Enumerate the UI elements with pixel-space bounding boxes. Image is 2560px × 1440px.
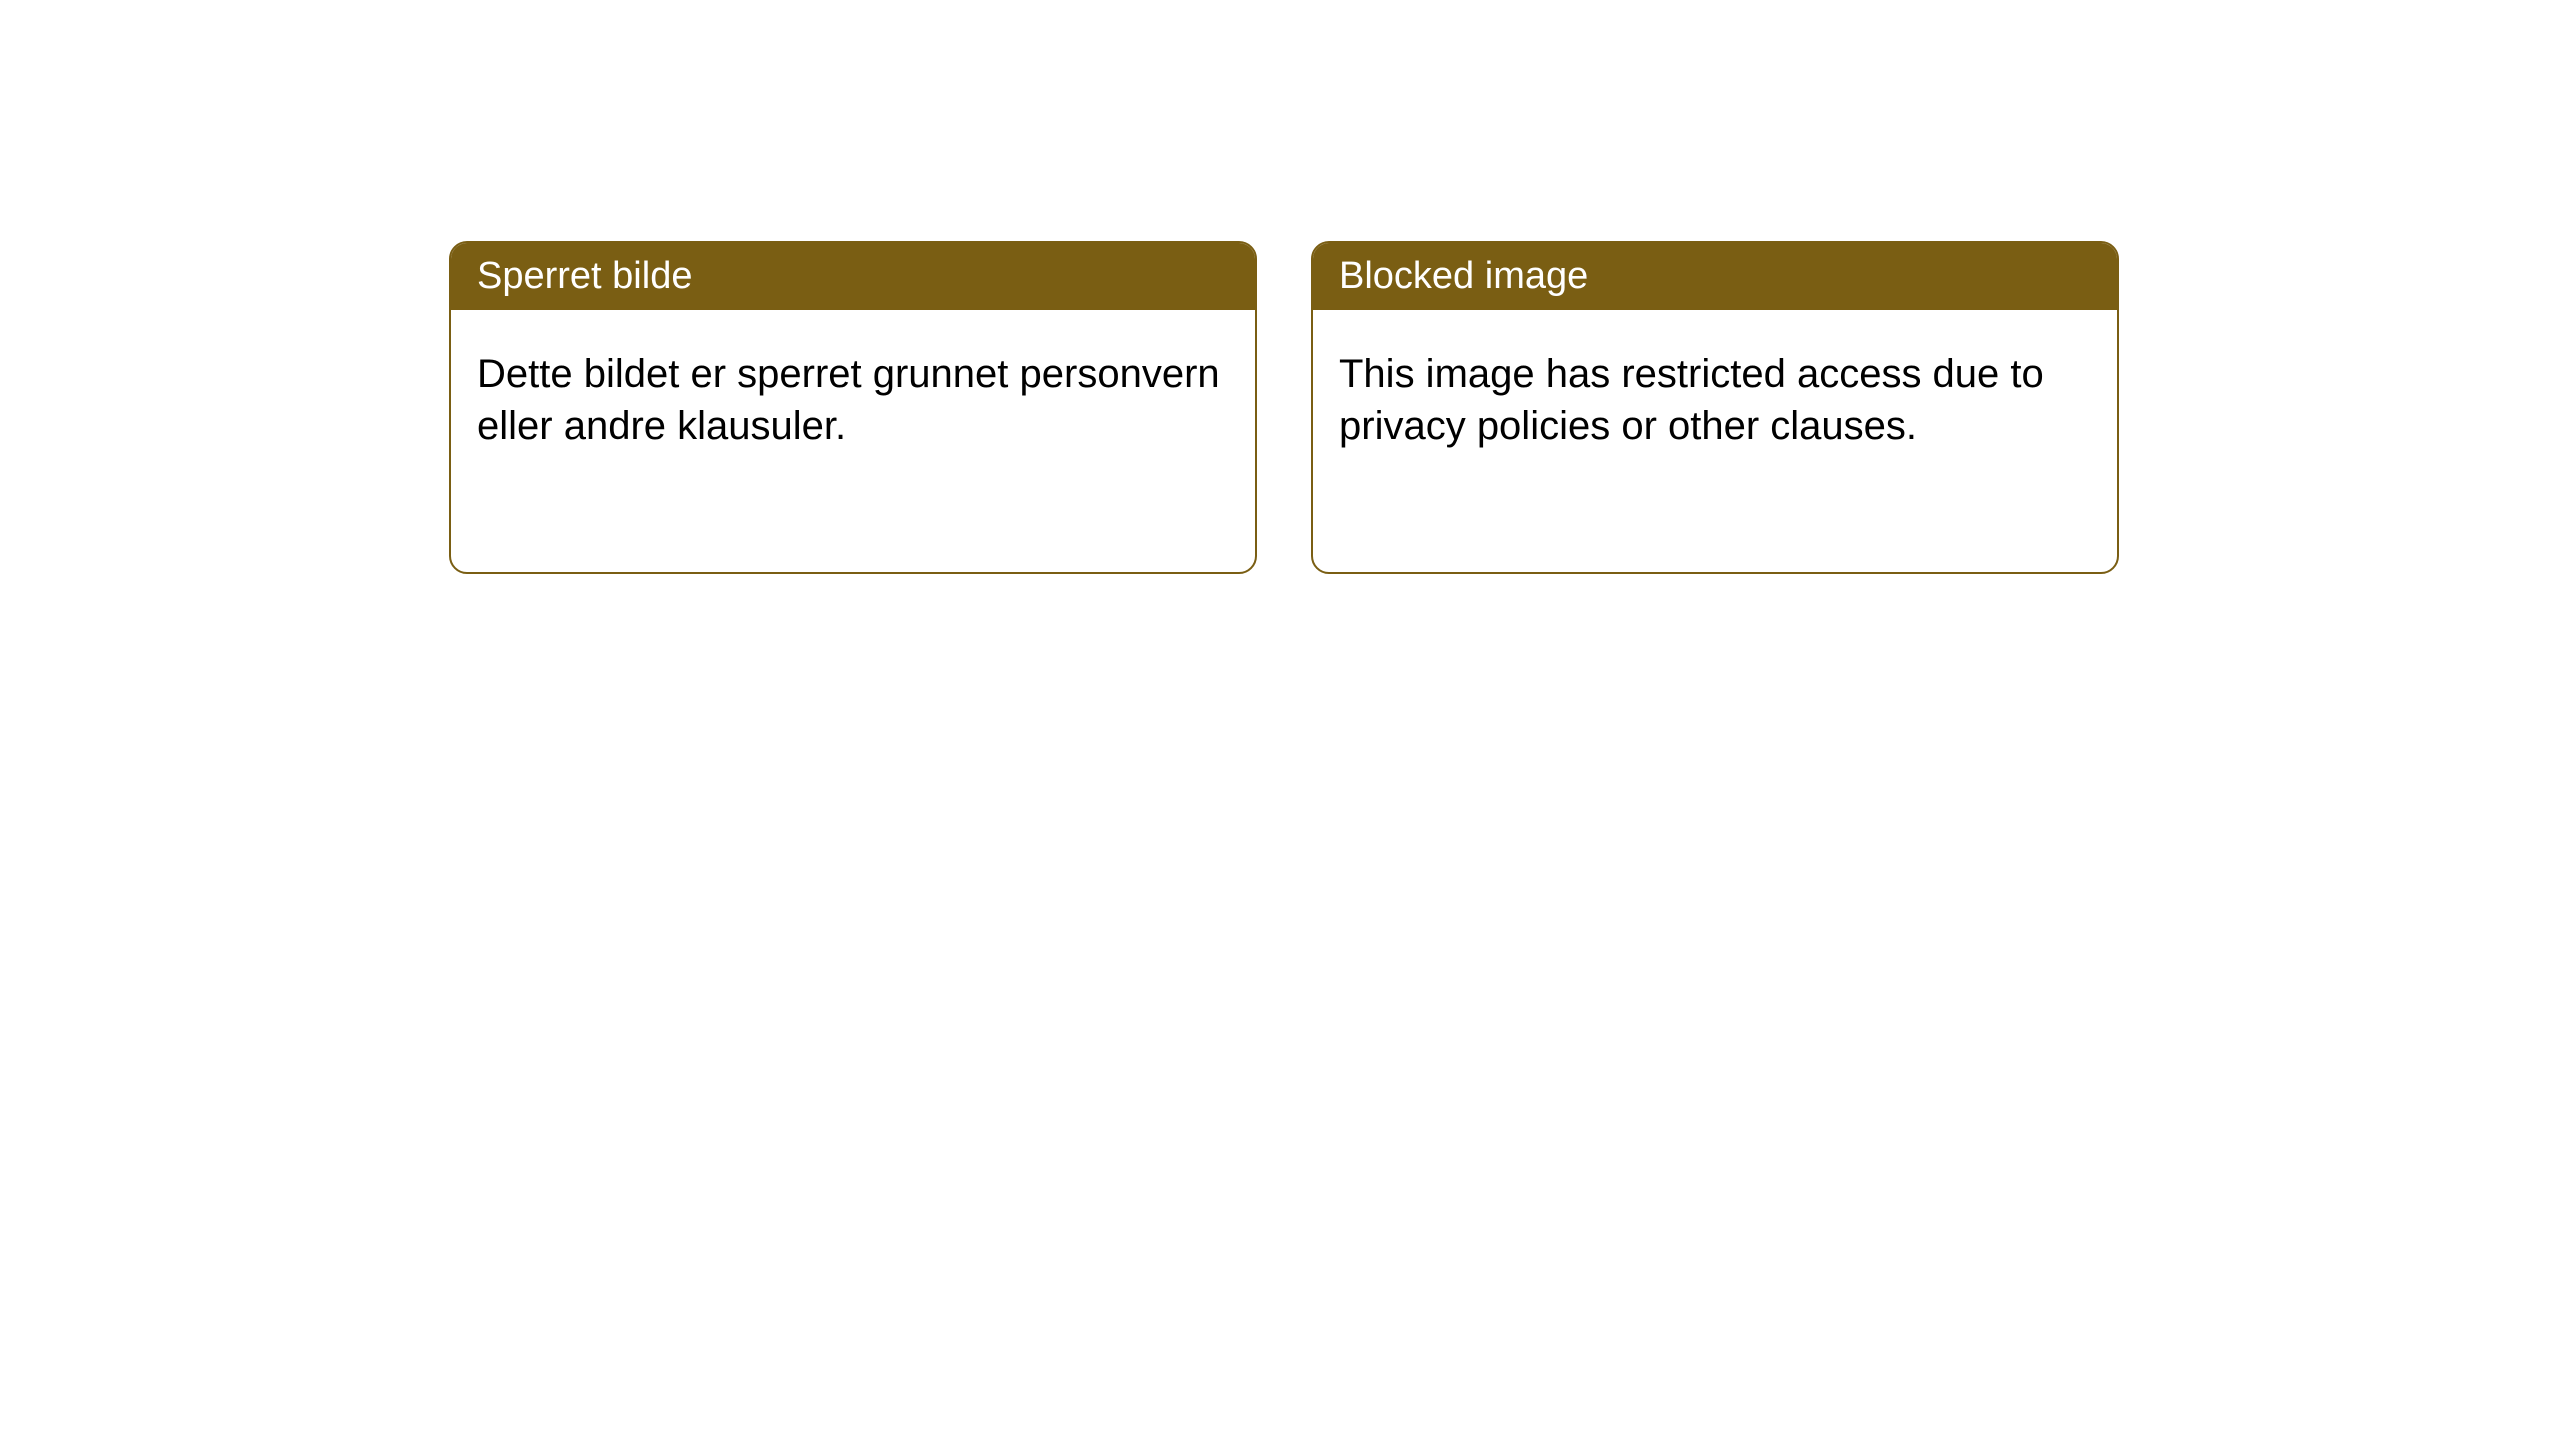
card-title: Sperret bilde	[477, 255, 692, 297]
card-body: Dette bildet er sperret grunnet personve…	[451, 310, 1255, 490]
notice-card-norwegian: Sperret bilde Dette bildet er sperret gr…	[449, 241, 1257, 574]
notice-card-english: Blocked image This image has restricted …	[1311, 241, 2119, 574]
notice-container: Sperret bilde Dette bildet er sperret gr…	[0, 0, 2560, 574]
card-body-text: This image has restricted access due to …	[1339, 352, 2044, 448]
card-title: Blocked image	[1339, 255, 1588, 297]
card-body-text: Dette bildet er sperret grunnet personve…	[477, 352, 1220, 448]
card-body: This image has restricted access due to …	[1313, 310, 2117, 490]
card-header: Sperret bilde	[451, 243, 1255, 310]
card-header: Blocked image	[1313, 243, 2117, 310]
